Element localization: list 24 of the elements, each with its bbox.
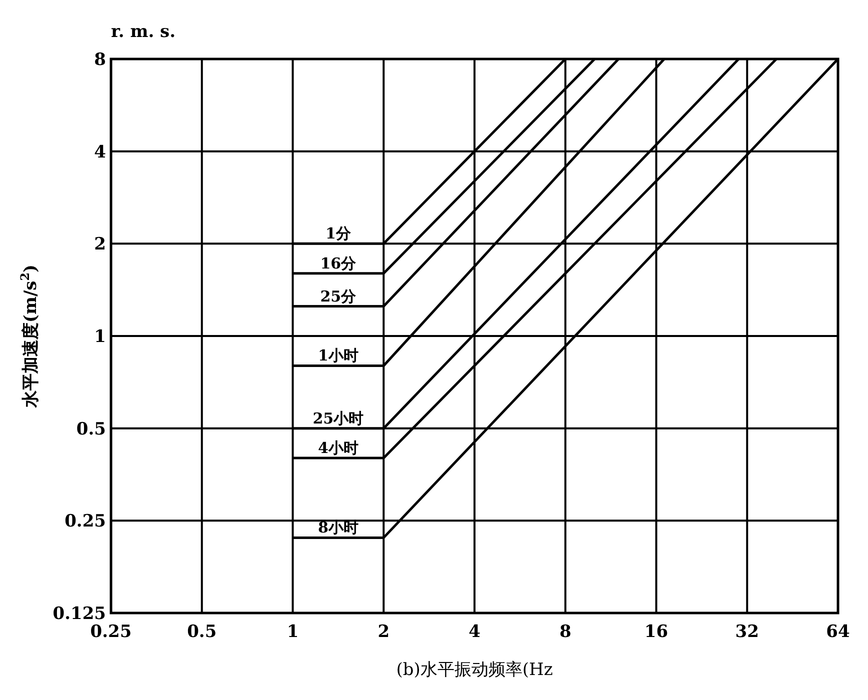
x-tick-label: 8 <box>559 622 572 642</box>
x-tick-label: 64 <box>826 622 850 642</box>
series-label: 16分 <box>320 254 358 272</box>
series-label: 8小时 <box>318 518 358 537</box>
x-tick-label: 2 <box>378 622 390 642</box>
x-tick-label: 4 <box>468 622 481 642</box>
x-tick-label: 16 <box>644 622 668 642</box>
y-tick-label: 8 <box>94 50 106 70</box>
y-tick-label: 1 <box>94 327 106 347</box>
y-tick-label: 4 <box>94 142 106 162</box>
text: r. m. s. <box>111 22 176 42</box>
series-label: 25小时 <box>312 409 364 428</box>
x-tick-label: 1 <box>286 622 299 642</box>
x-axis-title: (b)水平振动频率(Hz <box>396 660 553 680</box>
series-label: 1小时 <box>318 346 358 365</box>
x-tick-label: 32 <box>735 622 759 642</box>
y-tick-label: 0.25 <box>64 512 106 532</box>
series-label: 4小时 <box>318 439 358 458</box>
y-tick-label: 2 <box>94 234 106 255</box>
series-label: 1分 <box>325 224 352 243</box>
y-tick-label: 0.125 <box>52 604 106 624</box>
x-tick-label: 0.5 <box>187 622 217 642</box>
series-label: 25分 <box>320 287 358 306</box>
y-tick-label: 0.5 <box>76 419 106 440</box>
